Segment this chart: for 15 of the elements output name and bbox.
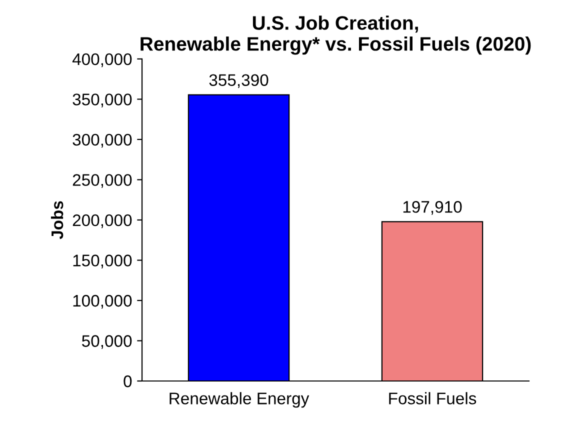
y-tick-label: 250,000 [72,174,132,188]
data-label: 197,910 [403,201,462,215]
data-label: 355,390 [209,74,268,88]
y-tick-label: 100,000 [73,294,132,309]
chart-title: U.S. Job Creation, Renewable Energy* vs. Fossil Fuels (2020) [140,16,531,55]
y-axis-title: Jobs [50,201,64,240]
y-tick-label: 350,000 [72,94,132,108]
y-tick-label: 200,000 [72,214,132,228]
x-tick-label: Renewable Energy [170,392,310,408]
y-tick-label: 150,000 [73,254,132,268]
y-tick-label: 0 [124,375,132,388]
y-tick-label: 400,000 [72,53,132,68]
x-tick-label: Fossil Fuels [389,392,476,404]
y-tick-label: 300,000 [72,134,132,148]
y-tick-label: 50,000 [82,335,132,349]
